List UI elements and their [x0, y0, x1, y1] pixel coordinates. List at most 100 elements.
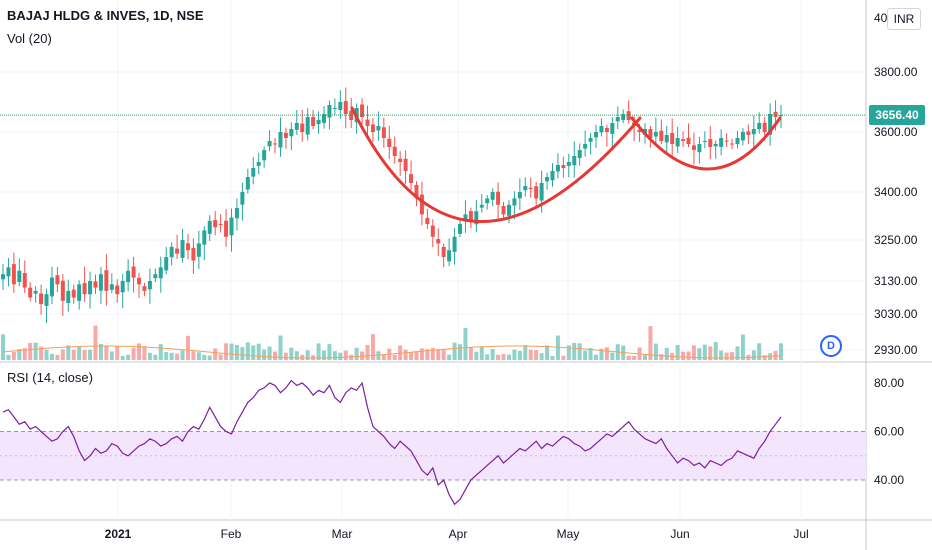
volume-bar: [604, 347, 609, 360]
candle-body: [615, 117, 620, 122]
candle-body: [28, 287, 33, 298]
dividend-badge[interactable]: D: [820, 335, 842, 357]
rsi-tick-label: 60.00: [874, 425, 904, 439]
volume-bar: [632, 355, 637, 360]
candle-body: [376, 126, 381, 131]
volume-bar: [719, 350, 724, 360]
volume-bar: [115, 346, 120, 360]
volume-bar: [436, 349, 441, 360]
volume-bar: [414, 351, 419, 360]
candle-body: [496, 191, 501, 205]
candle-body: [202, 230, 207, 245]
candle-body: [681, 139, 686, 141]
candle-body: [648, 129, 653, 138]
volume-bar: [610, 352, 615, 360]
volume-bar: [599, 348, 604, 360]
volume-bar: [583, 350, 588, 360]
candle-body: [430, 225, 435, 237]
candle-body: [44, 294, 49, 306]
candle-body: [414, 184, 419, 199]
candle-body: [735, 138, 740, 145]
candle-body: [289, 129, 294, 137]
volume-bar: [392, 354, 397, 360]
candle-body: [653, 132, 658, 137]
volume-bar: [468, 347, 473, 360]
volume-bar: [501, 353, 506, 360]
volume-bar: [697, 348, 702, 360]
volume-bar: [691, 345, 696, 360]
candle-body: [17, 270, 22, 282]
candle-body: [468, 211, 473, 221]
price-tick-label: 3130.00: [874, 274, 918, 288]
volume-bar: [403, 349, 408, 360]
candle-body: [22, 273, 27, 288]
volume-bar: [419, 348, 424, 360]
volume-bar: [104, 345, 109, 360]
volume-bar: [735, 346, 740, 360]
rsi-line: [2, 379, 782, 506]
volume-bar: [539, 353, 544, 360]
candle-body: [311, 116, 316, 126]
candle-body: [545, 177, 550, 182]
candle-body: [213, 219, 218, 228]
rsi-tick-label: 40.00: [874, 473, 904, 487]
candle-body: [398, 158, 403, 162]
candle-body: [550, 171, 555, 181]
volume-bar: [39, 346, 44, 360]
candle-body: [490, 192, 495, 200]
candle-body: [77, 284, 82, 301]
candle-body: [577, 150, 582, 159]
volume-bar: [381, 354, 386, 360]
candle-body: [60, 280, 65, 301]
candle-body: [71, 289, 76, 298]
candle-body: [512, 198, 517, 206]
volume-bar: [365, 344, 370, 360]
volume-bar: [528, 349, 533, 360]
volume-bar: [213, 348, 218, 360]
volume-bar: [545, 345, 550, 360]
volume-bar: [71, 349, 76, 360]
volume-bar: [724, 352, 729, 360]
candle-body: [403, 158, 408, 171]
candle-body: [604, 127, 609, 132]
currency-badge[interactable]: INR: [887, 8, 921, 30]
volume-bar: [98, 343, 103, 360]
volume-bar: [642, 354, 647, 360]
volume-bar: [218, 354, 223, 360]
handle-curve: [630, 116, 782, 171]
candle-body: [98, 274, 103, 291]
volume-bar: [555, 335, 560, 360]
candle-body: [365, 119, 370, 126]
volume-bar: [278, 335, 283, 360]
candle-body: [262, 150, 267, 161]
volume-bar: [33, 342, 38, 360]
candle-body: [436, 239, 441, 244]
candle-body: [610, 123, 615, 134]
volume-bar: [463, 328, 468, 360]
candle-body: [670, 132, 675, 144]
volume-bar: [17, 349, 22, 360]
volume-bar: [164, 352, 169, 360]
volume-bar: [147, 352, 152, 360]
volume-bar: [496, 354, 501, 360]
time-tick-label: Apr: [449, 527, 468, 541]
volume-bar: [708, 346, 713, 360]
candle-body: [757, 123, 762, 129]
volume-bar: [316, 343, 321, 360]
candle-body: [207, 220, 212, 234]
candle-body: [327, 105, 332, 118]
volume-bar: [294, 351, 299, 360]
volume-bar: [49, 353, 54, 360]
candle-body: [142, 286, 147, 291]
volume-bar: [452, 342, 457, 360]
rsi-tick-label: 80.00: [874, 376, 904, 390]
candle-body: [349, 110, 354, 120]
volume-bar: [22, 348, 27, 360]
candle-body: [381, 127, 386, 138]
price-tick-label: 3250.00: [874, 233, 918, 247]
volume-bar: [659, 354, 664, 360]
candle-body: [185, 243, 190, 251]
candle-body: [599, 126, 604, 133]
